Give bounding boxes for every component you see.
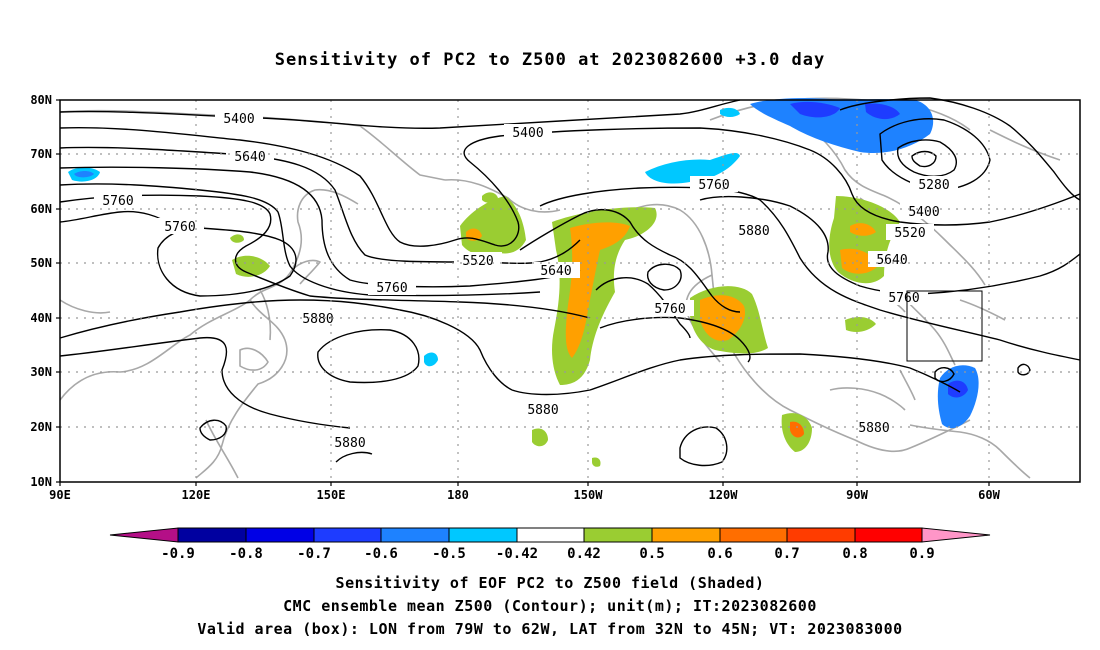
axis-ticks [56, 99, 990, 486]
lat-label: 80N [30, 93, 52, 107]
contour-label: 5400 [512, 126, 543, 141]
contour-label: 5760 [376, 281, 407, 296]
map-frame [59, 99, 1081, 483]
colorbar-label: -0.8 [229, 546, 263, 562]
colorbar-swatch [583, 527, 653, 543]
contour-label: 5760 [888, 291, 919, 306]
colorbar-label: 0.6 [707, 546, 732, 562]
latitude-labels: 80N 70N 60N 50N 40N 30N 20N 10N [30, 93, 52, 489]
colorbar-label: 0.42 [567, 546, 601, 562]
colorbar-label: 0.7 [774, 546, 799, 562]
colorbar-label: -0.6 [364, 546, 398, 562]
contour-label: 5880 [527, 403, 558, 418]
contour-label: 5880 [858, 421, 889, 436]
lat-label: 70N [30, 147, 52, 161]
contour-label: 5760 [698, 178, 729, 193]
contour-label: 5880 [302, 312, 333, 327]
colorbar-label: -0.42 [496, 546, 538, 562]
colorbar-label: 0.5 [639, 546, 664, 562]
colorbar-label: -0.7 [297, 546, 331, 562]
contour-label: 5760 [164, 220, 195, 235]
colorbar-swatch [245, 527, 315, 543]
lat-label: 50N [30, 256, 52, 270]
lat-label: 40N [30, 311, 52, 325]
colorbar-swatch [380, 527, 450, 543]
colorbar-label: 0.8 [842, 546, 867, 562]
colorbar-arrow-right [921, 527, 991, 543]
lon-label: 150E [317, 488, 346, 502]
contour-label: 5880 [738, 224, 769, 239]
caption-line-1: Sensitivity of EOF PC2 to Z500 field (Sh… [335, 574, 765, 592]
contour-label: 5520 [462, 254, 493, 269]
contour-label: 5520 [894, 226, 925, 241]
lon-label: 90W [846, 488, 868, 502]
contour-label: 5400 [223, 112, 254, 127]
lat-label: 20N [30, 420, 52, 434]
colorbar-swatch [516, 527, 585, 543]
longitude-labels: 90E 120E 150E 180 150W 120W 90W 60W [49, 488, 1000, 502]
colorbar-swatch [651, 527, 721, 543]
lat-label: 10N [30, 475, 52, 489]
lat-label: 30N [30, 365, 52, 379]
lon-label: 180 [447, 488, 469, 502]
colorbar-label: 0.9 [909, 546, 934, 562]
caption-line-3: Valid area (box): LON from 79W to 62W, L… [197, 620, 903, 638]
lon-label: 60W [978, 488, 1000, 502]
valid-area-box [906, 290, 983, 362]
lon-label: 120W [709, 488, 739, 502]
contour-label: 5640 [876, 253, 907, 268]
contour-label: 5760 [102, 194, 133, 209]
contour-label: 5640 [540, 264, 571, 279]
colorbar-swatch [854, 527, 923, 543]
colorbar-label: -0.9 [161, 546, 195, 562]
lat-label: 60N [30, 202, 52, 216]
contour-label: 5880 [334, 436, 365, 451]
colorbar-swatch [177, 527, 247, 543]
colorbar [109, 527, 991, 543]
lon-label: 150W [574, 488, 604, 502]
contour-label: 5640 [234, 150, 265, 165]
contour-label-group: 5400 5400 5640 5760 5760 5520 5640 5760 … [94, 110, 958, 451]
colorbar-swatch [719, 527, 788, 543]
colorbar-swatch [448, 527, 518, 543]
contour-label: 5400 [908, 205, 939, 220]
colorbar-swatch [313, 527, 382, 543]
caption-line-2: CMC ensemble mean Z500 (Contour); unit(m… [283, 597, 817, 615]
map-figure: 5400 5400 5640 5760 5760 5520 5640 5760 … [30, 93, 1081, 562]
colorbar-arrow-left [109, 527, 179, 543]
lat-lon-grid [60, 100, 1080, 482]
lon-label: 120E [182, 488, 211, 502]
contour-label: 5760 [654, 302, 685, 317]
figure-title: Sensitivity of PC2 to Z500 at 2023082600… [274, 50, 826, 70]
contour-label: 5280 [918, 178, 949, 193]
colorbar-labels: -0.9 -0.8 -0.7 -0.6 -0.5 -0.42 0.42 0.5 … [161, 546, 935, 562]
colorbar-label: -0.5 [432, 546, 466, 562]
lon-label: 90E [49, 488, 71, 502]
colorbar-swatch [786, 527, 856, 543]
